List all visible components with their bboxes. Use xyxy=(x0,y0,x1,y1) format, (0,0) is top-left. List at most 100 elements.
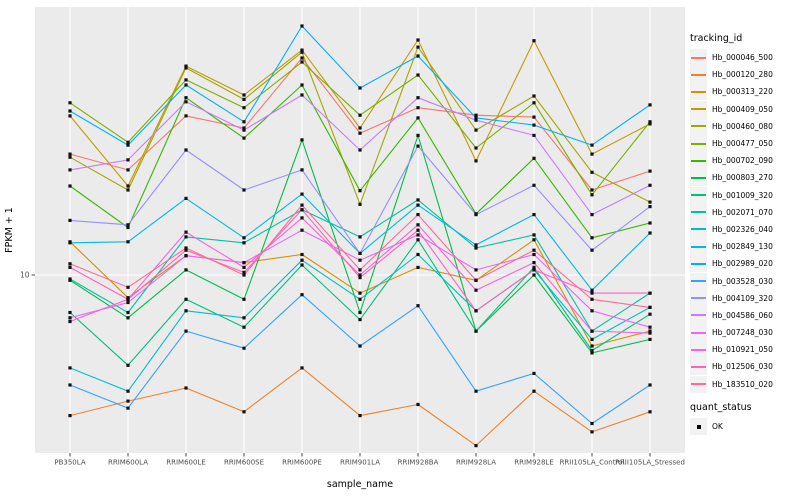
data-point xyxy=(474,444,478,448)
data-point xyxy=(242,273,246,277)
legend-entry: Hb_000120_280 xyxy=(690,66,773,84)
data-point xyxy=(648,231,652,235)
data-point xyxy=(590,351,594,355)
data-point xyxy=(532,252,536,257)
data-point xyxy=(590,421,594,426)
data-point xyxy=(474,116,478,120)
data-point xyxy=(68,310,72,315)
data-point xyxy=(416,116,420,120)
legend-entry: Hb_000460_080 xyxy=(690,117,773,135)
data-point xyxy=(126,140,130,144)
line-key-Hb_002071_070 xyxy=(690,203,707,221)
data-point xyxy=(184,386,188,390)
data-point xyxy=(474,213,478,217)
data-point xyxy=(126,316,130,320)
data-point xyxy=(590,188,594,192)
data-point xyxy=(300,252,304,257)
legend-label: Hb_007248_030 xyxy=(712,328,773,338)
data-point xyxy=(590,291,594,295)
data-point xyxy=(474,146,478,150)
line-key-Hb_012506_030 xyxy=(690,358,707,376)
data-point xyxy=(532,156,536,160)
data-point xyxy=(242,346,246,350)
data-point xyxy=(532,101,536,105)
line-key-Hb_002989_020 xyxy=(690,255,707,273)
legend-label: Hb_002071_070 xyxy=(712,207,773,217)
legend-entry: Hb_004586_060 xyxy=(690,306,773,324)
data-point xyxy=(184,254,188,258)
legend-entry: Hb_004109_320 xyxy=(690,289,773,307)
legend-entry: Hb_010921_050 xyxy=(690,341,773,359)
legend-label: Hb_003528_030 xyxy=(712,276,773,286)
data-point xyxy=(358,113,362,117)
data-point xyxy=(68,316,72,320)
data-point xyxy=(68,218,72,222)
data-point xyxy=(300,93,304,97)
data-point xyxy=(416,144,420,148)
data-point xyxy=(416,213,420,217)
data-point xyxy=(648,305,652,309)
data-point xyxy=(68,114,72,118)
data-point xyxy=(358,251,362,255)
legend-label: Hb_000803_270 xyxy=(712,173,773,183)
data-point xyxy=(358,235,362,239)
line-key-Hb_002849_130 xyxy=(690,238,707,256)
data-point xyxy=(648,410,652,414)
legend-label: Hb_004109_320 xyxy=(712,293,773,303)
data-point xyxy=(648,103,652,107)
legend-label: Hb_000313_220 xyxy=(712,87,773,97)
data-point xyxy=(532,233,536,237)
data-point xyxy=(126,310,130,315)
data-point xyxy=(242,106,246,110)
data-point xyxy=(300,192,304,196)
data-point xyxy=(68,319,72,324)
data-point xyxy=(416,252,420,257)
data-point xyxy=(68,262,72,266)
data-point xyxy=(648,312,652,316)
x-axis-title: sample_name xyxy=(327,479,393,490)
data-point xyxy=(358,291,362,295)
line-key-Hb_007248_030 xyxy=(690,324,707,342)
data-point xyxy=(358,344,362,348)
line-key-Hb_002326_040 xyxy=(690,220,707,238)
data-point xyxy=(68,414,72,418)
data-point xyxy=(242,410,246,414)
data-point xyxy=(242,270,246,274)
data-point xyxy=(358,148,362,152)
data-point xyxy=(648,325,652,329)
data-point xyxy=(532,94,536,98)
data-point xyxy=(532,268,536,272)
data-point xyxy=(242,297,246,301)
data-point xyxy=(242,236,246,240)
legend-entry: Hb_000477_050 xyxy=(690,135,773,153)
data-point xyxy=(126,158,130,162)
data-point xyxy=(416,228,420,232)
data-point xyxy=(242,128,246,132)
data-point xyxy=(242,188,246,192)
data-point xyxy=(126,300,130,305)
x-tick-label: RRII105LA_Control xyxy=(560,459,625,467)
data-point xyxy=(242,120,246,124)
data-point xyxy=(300,366,304,370)
data-point xyxy=(300,83,304,87)
line-key-Hb_000046_500 xyxy=(690,49,707,67)
data-point xyxy=(474,243,478,247)
data-point xyxy=(358,131,362,135)
data-point xyxy=(416,238,420,242)
data-point xyxy=(590,430,594,434)
data-point xyxy=(184,83,188,87)
x-tick-label: RRIM600LA xyxy=(108,459,148,467)
data-point xyxy=(416,265,420,269)
data-point xyxy=(68,265,72,269)
data-point xyxy=(184,196,188,200)
data-point xyxy=(184,268,188,272)
data-point xyxy=(648,383,652,387)
x-tick-label: RRIM901LA xyxy=(340,459,380,467)
legend-entry: Hb_002071_070 xyxy=(690,203,773,221)
line-key-Hb_000803_270 xyxy=(690,169,707,187)
legend-entry: Hb_003528_030 xyxy=(690,272,773,290)
line-key-Hb_000460_080 xyxy=(690,117,707,135)
data-point xyxy=(358,126,362,130)
